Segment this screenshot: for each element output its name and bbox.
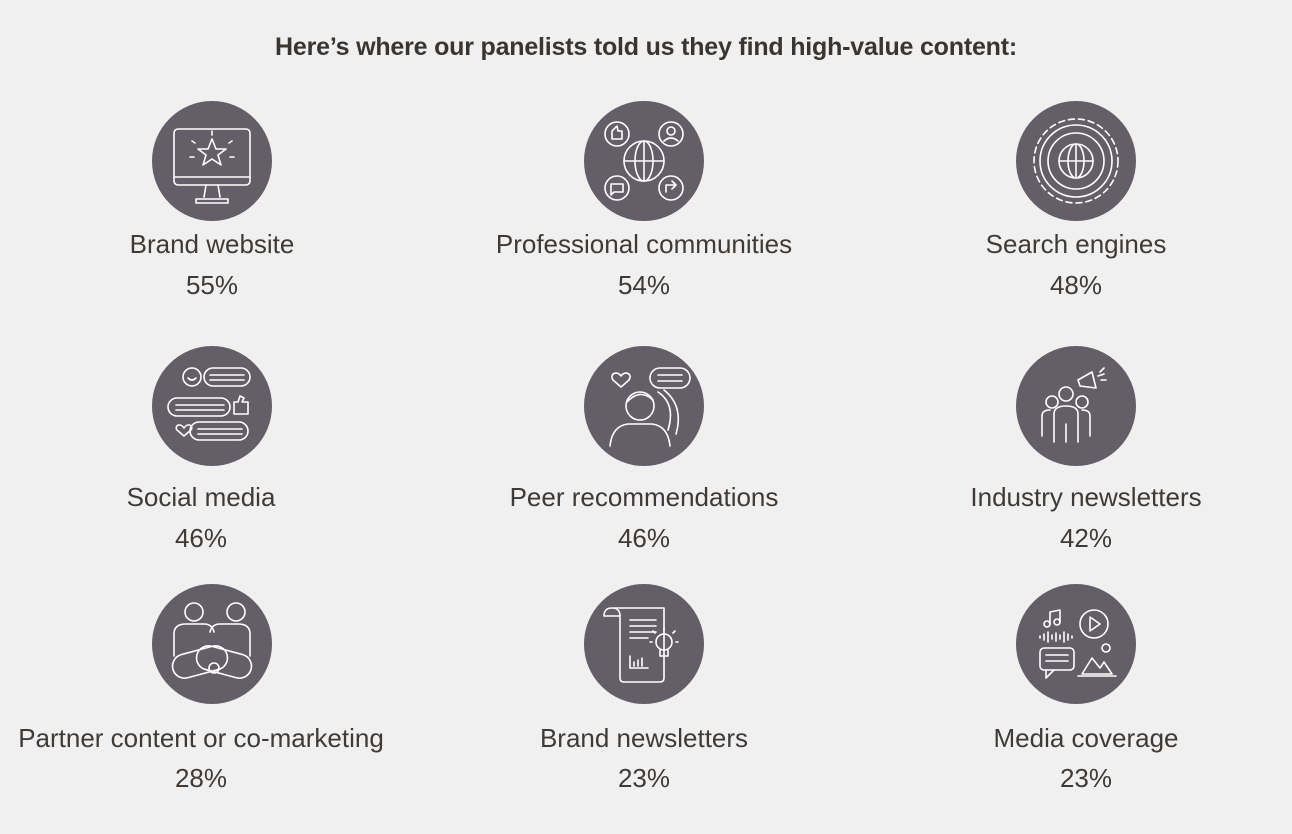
item-label: Social media	[126, 482, 276, 512]
item-label: Brand website	[129, 229, 295, 259]
globe-network-icon	[584, 101, 704, 221]
item-percent: 55%	[185, 270, 239, 300]
item-label: Peer recommendations	[509, 482, 779, 512]
item-label: Partner content or co-marketing	[18, 723, 384, 753]
item-percent: 46%	[174, 523, 228, 553]
item-percent: 23%	[617, 763, 671, 793]
document-lightbulb-icon	[584, 584, 704, 704]
monitor-star-icon	[152, 101, 272, 221]
partners-handshake-icon	[152, 584, 272, 704]
item-percent: 54%	[617, 270, 671, 300]
page-title: Here’s where our panelists told us they …	[275, 33, 1017, 61]
gear-globe-icon	[1016, 101, 1136, 221]
item-label: Professional communities	[495, 229, 793, 259]
item-percent: 46%	[617, 523, 671, 553]
chat-bubbles-icon	[152, 346, 272, 466]
item-label: Brand newsletters	[539, 723, 749, 753]
group-megaphone-icon	[1016, 346, 1136, 466]
person-speech-icon	[584, 346, 704, 466]
item-percent: 42%	[1059, 523, 1113, 553]
item-label: Search engines	[985, 229, 1167, 259]
item-label: Industry newsletters	[970, 482, 1202, 512]
item-label: Media coverage	[993, 723, 1179, 753]
item-percent: 48%	[1049, 270, 1103, 300]
item-percent: 28%	[174, 763, 228, 793]
media-collage-icon	[1016, 584, 1136, 704]
item-percent: 23%	[1059, 763, 1113, 793]
